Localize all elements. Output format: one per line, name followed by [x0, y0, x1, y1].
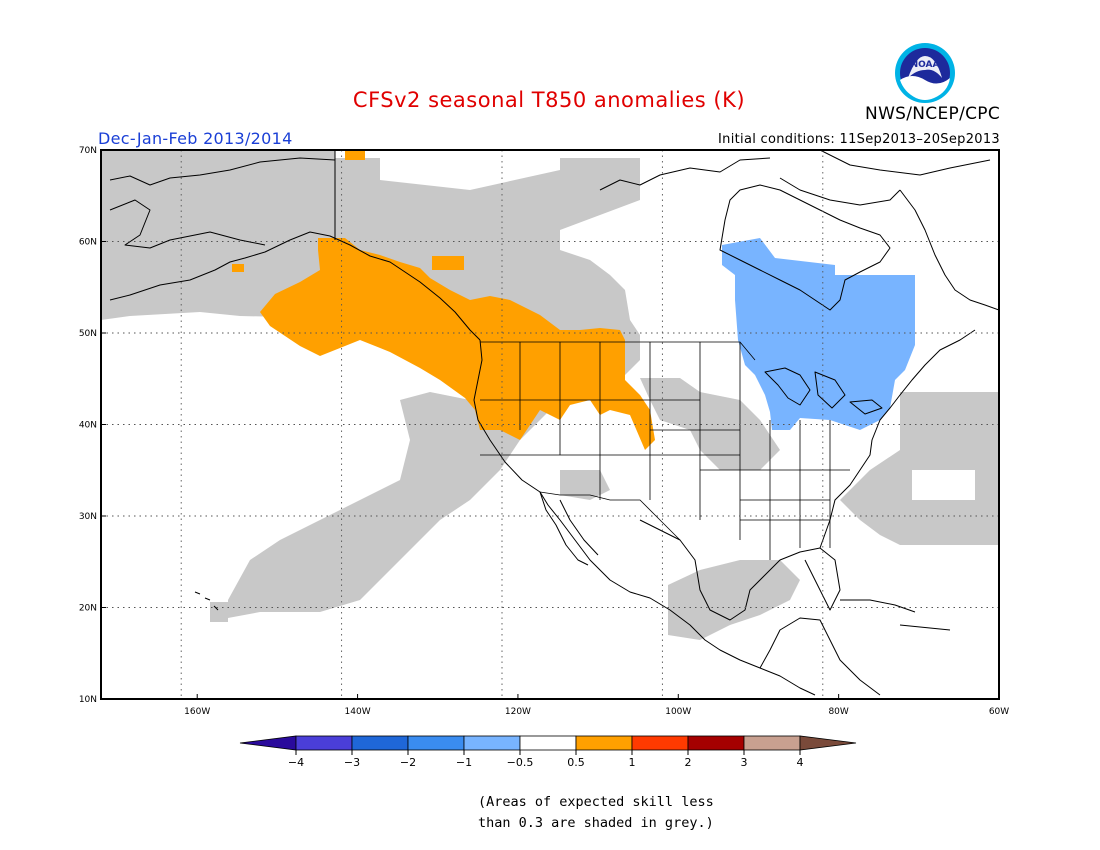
alaska-coast [109, 157, 481, 341]
warm-region-northwest [260, 238, 655, 450]
noaa-logo-icon: NOAA [895, 43, 955, 103]
colorbar-swatch [631, 735, 689, 751]
initial-conditions-label: Initial conditions: 11Sep2013–20Sep2013 [718, 132, 1000, 147]
state-lines-vertical [519, 342, 831, 560]
colorbar-swatch [743, 735, 801, 751]
lat-tick-label: 50N [79, 329, 97, 339]
florida-east-coast [819, 329, 976, 549]
skill-footnote: (Areas of expected skill less than 0.3 a… [478, 792, 714, 834]
gap-atlantic [912, 470, 975, 500]
logo-text: NOAA [911, 60, 940, 70]
colorbar-boxes [239, 735, 857, 751]
cool-anomaly-region [722, 238, 915, 430]
colorbar-swatch [351, 735, 409, 751]
us-mexico-border [539, 491, 681, 541]
logo-wave [900, 76, 950, 100]
alaska-peninsula [109, 199, 266, 249]
colorbar-arrow-low [239, 735, 297, 751]
lat-tick-label: 60N [79, 238, 97, 248]
colorbar-arrow-high [799, 735, 857, 751]
us-canada-border [480, 341, 756, 361]
warm-anomaly-region [232, 150, 655, 450]
lat-lon-grid [101, 150, 999, 699]
colorbar-swatch [519, 735, 577, 751]
lon-tick-label: 60W [989, 707, 1009, 717]
low-skill-region-gulf [668, 560, 800, 640]
colorbar-label: −3 [344, 756, 360, 769]
colorbar-label: 4 [797, 756, 804, 769]
colorbar-label: 0.5 [567, 756, 585, 769]
low-skill-region-atlantic [840, 392, 999, 545]
colorbar-label: 2 [685, 756, 692, 769]
lon-tick-label: 160W [184, 707, 210, 717]
hawaii-islands [194, 591, 219, 611]
colorbar-label: −4 [288, 756, 304, 769]
footnote-line-2: than 0.3 are shaded in grey.) [478, 815, 714, 831]
colorbar-label: −1 [456, 756, 472, 769]
lon-tick-label: 100W [665, 707, 691, 717]
map-title: CFSv2 seasonal T850 anomalies (K) [0, 88, 1100, 112]
hudson-bay [719, 184, 891, 311]
skill-gaps [380, 150, 975, 500]
coastlines [109, 150, 999, 696]
colorbar-labels: −4 −3 −2 −1 −0.5 0.5 1 2 3 4 [288, 750, 804, 769]
cool-region-hudson-greatlakes [722, 238, 915, 430]
colorbar-swatch [575, 735, 633, 751]
colorbar-label: 1 [629, 756, 636, 769]
political-borders [480, 341, 850, 560]
lat-tick-label: 20N [79, 604, 97, 614]
colorbar-swatch [463, 735, 521, 751]
lat-tick-label: 10N [79, 695, 97, 705]
latitude-ticks: 70N 60N 50N 40N 30N 20N 10N [79, 146, 106, 705]
logo-gull [908, 56, 942, 78]
warm-region-north-patch [345, 150, 365, 160]
caribbean-islands [840, 599, 951, 631]
map-title-text: CFSv2 seasonal T850 anomalies (K) [352, 88, 746, 112]
arctic-islands [599, 150, 991, 206]
gridlines [101, 150, 999, 699]
colorbar-swatch [295, 735, 353, 751]
agency-label: NWS/NCEP/CPC [865, 104, 1000, 124]
colorbar-swatch [687, 735, 745, 751]
footnote-line-1: (Areas of expected skill less [478, 794, 714, 810]
low-skill-region-mexico-pacific [560, 470, 610, 500]
baja-california [539, 491, 599, 566]
low-skill-region-plains [640, 378, 780, 470]
great-lakes [764, 367, 883, 415]
colorbar-swatch [407, 735, 465, 751]
lat-tick-label: 70N [79, 146, 97, 156]
colorbar-label: 3 [741, 756, 748, 769]
warm-region-alaska-patch [232, 264, 244, 272]
gulf-coast [639, 519, 841, 621]
gap-north-pacific [380, 150, 560, 190]
colorbar-label: −0.5 [507, 756, 534, 769]
lat-tick-label: 40N [79, 421, 97, 431]
lon-tick-label: 120W [505, 707, 531, 717]
lon-tick-label: 140W [345, 707, 371, 717]
colorbar-label: −2 [400, 756, 416, 769]
lon-tick-label: 80W [828, 707, 848, 717]
yucatan-central-america [759, 617, 881, 696]
state-lines-horizontal [480, 399, 850, 521]
west-coast-us [473, 339, 816, 696]
labrador-coast [899, 189, 999, 311]
longitude-ticks: 160W 140W 120W 100W 80W 60W [184, 694, 1009, 717]
warm-region-coast-patch [432, 256, 464, 270]
season-label: Dec-Jan-Feb 2013/2014 [98, 129, 293, 148]
lat-tick-label: 30N [79, 512, 97, 522]
